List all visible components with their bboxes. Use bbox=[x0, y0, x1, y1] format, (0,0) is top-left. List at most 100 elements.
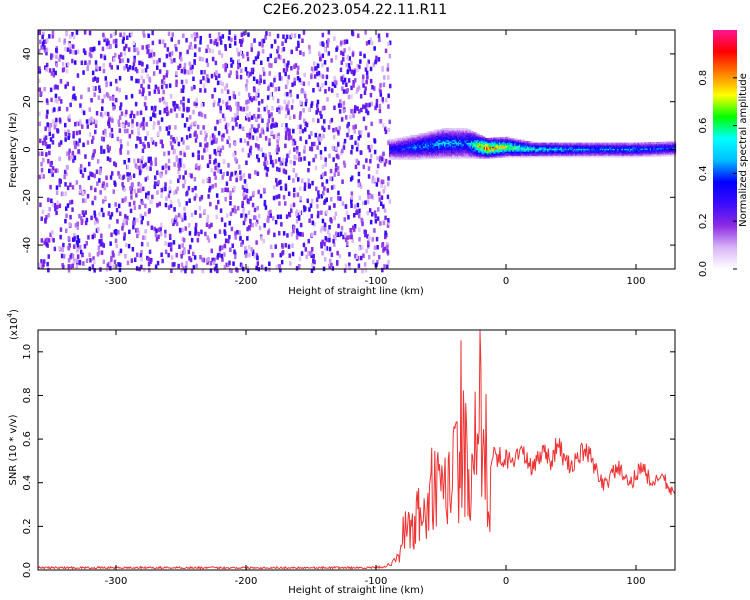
spectrogram-cell bbox=[432, 137, 434, 139]
spectrogram-cell bbox=[438, 151, 440, 154]
spectrogram-cell bbox=[333, 83, 337, 88]
spectrogram-cell bbox=[435, 156, 438, 159]
spectrogram-cell bbox=[69, 34, 72, 39]
spectrogram-cell bbox=[171, 145, 174, 150]
spectrogram-cell bbox=[214, 233, 217, 239]
spectrogram-cell bbox=[470, 149, 473, 152]
spectrogram-cell bbox=[530, 154, 533, 156]
spectrogram-cell bbox=[398, 147, 400, 150]
spectrogram-cell bbox=[301, 232, 304, 237]
spectrogram-cell bbox=[100, 53, 103, 59]
spectrogram-cell bbox=[563, 144, 565, 146]
spectrogram-cell bbox=[348, 63, 351, 68]
spectrogram-cell bbox=[449, 129, 452, 132]
spectrogram-cell bbox=[552, 146, 555, 149]
spectrogram-cell bbox=[394, 143, 397, 146]
spectrogram-cell bbox=[564, 152, 567, 155]
spectrogram-cell bbox=[473, 148, 475, 151]
spectrogram-cell bbox=[442, 138, 445, 140]
spectrogram-cell bbox=[168, 52, 172, 57]
spectrogram-cell bbox=[477, 152, 480, 155]
spectrogram-cell bbox=[545, 142, 548, 145]
spectrogram-cell bbox=[249, 96, 252, 101]
spectrogram-cell bbox=[319, 41, 322, 46]
spectrogram-cell bbox=[511, 151, 514, 154]
spectrogram-cell bbox=[476, 135, 479, 138]
spectrogram-cell bbox=[470, 155, 473, 158]
spectrogram-cell bbox=[537, 145, 540, 148]
spectrogram-cell bbox=[38, 111, 41, 117]
spectrogram-cell bbox=[500, 141, 502, 144]
spectrogram-cell bbox=[543, 151, 545, 154]
spectrogram-cell bbox=[487, 138, 489, 140]
spectrogram-cell bbox=[486, 139, 488, 142]
spectrogram-cell bbox=[399, 157, 402, 160]
spectrogram-cell bbox=[445, 150, 447, 153]
spectrogram-cell bbox=[150, 49, 153, 54]
spectrogram-cell bbox=[397, 145, 399, 147]
spectrogram-cell bbox=[460, 140, 462, 143]
spectrogram-cell bbox=[190, 237, 194, 243]
spectrogram-cell bbox=[389, 147, 391, 150]
spectrogram-cell bbox=[569, 144, 571, 146]
spectrogram-cell bbox=[440, 139, 443, 142]
spectrogram-cell bbox=[358, 246, 361, 251]
spectrogram-cell bbox=[367, 40, 371, 45]
spectrogram-cell bbox=[482, 150, 485, 153]
spectrogram-cell bbox=[168, 83, 172, 88]
spectrogram-cell bbox=[65, 206, 68, 211]
spectrogram-cell bbox=[500, 138, 502, 141]
spectrogram-cell bbox=[507, 138, 509, 141]
spectrogram-cell bbox=[572, 148, 575, 151]
spectrogram-cell bbox=[527, 151, 529, 154]
spectrogram-cell bbox=[90, 116, 93, 121]
spectrogram-cell bbox=[451, 129, 453, 132]
spectrogram-cell bbox=[152, 71, 156, 76]
spectrogram-cell bbox=[92, 152, 95, 158]
spectrogram-cell bbox=[84, 220, 88, 226]
spectrogram-cell bbox=[284, 243, 287, 248]
spectrogram-cell bbox=[486, 138, 488, 140]
spectrogram-cell bbox=[393, 152, 396, 155]
spectrogram-cell bbox=[293, 81, 296, 86]
spectrogram-cell bbox=[141, 68, 144, 74]
spectrogram-cell bbox=[164, 186, 167, 192]
spectrogram-cell bbox=[430, 148, 432, 151]
spectrogram-cell bbox=[173, 148, 177, 154]
spectrogram-cell bbox=[228, 73, 231, 78]
spectrogram-cell bbox=[433, 129, 436, 132]
spectrogram-cell bbox=[127, 47, 131, 52]
spectrogram-cell bbox=[460, 150, 462, 153]
spectrogram-cell bbox=[215, 75, 218, 81]
spectrogram-cell bbox=[167, 165, 171, 171]
spectrogram-cell bbox=[486, 153, 488, 156]
spectrogram-cell bbox=[127, 177, 130, 182]
spectrogram-cell bbox=[444, 132, 446, 135]
spectrogram-cell bbox=[548, 148, 550, 151]
spectrogram-cell bbox=[469, 148, 472, 151]
spectrogram-cell bbox=[444, 152, 446, 155]
spectrogram-cell bbox=[467, 136, 469, 139]
spectrogram-cell bbox=[174, 125, 177, 130]
spectrogram-cell bbox=[215, 205, 218, 210]
spectrogram-cell bbox=[435, 139, 438, 142]
spectrogram-cell bbox=[387, 75, 390, 80]
spectrogram-cell bbox=[103, 185, 107, 191]
spectrogram-cell bbox=[529, 141, 531, 144]
spectrogram-cell bbox=[482, 146, 485, 149]
spectrogram-cell bbox=[323, 119, 326, 124]
spectrogram-cell bbox=[428, 141, 431, 144]
spectrogram-cell bbox=[441, 153, 444, 156]
spectrogram-cell bbox=[413, 145, 416, 147]
spectrogram-cell bbox=[524, 146, 527, 149]
spectrogram-cell bbox=[217, 131, 221, 136]
spectrogram-cell bbox=[246, 226, 249, 232]
spectrogram-cell bbox=[403, 143, 405, 146]
spectrogram-cell bbox=[535, 148, 537, 151]
spectrogram-cell bbox=[564, 146, 567, 149]
spectrogram-cell bbox=[433, 134, 436, 137]
spectrogram-cell bbox=[461, 150, 464, 153]
spectrogram-cell bbox=[534, 142, 536, 145]
spectrogram-cell bbox=[521, 144, 523, 146]
spectrogram-cell bbox=[406, 145, 409, 147]
